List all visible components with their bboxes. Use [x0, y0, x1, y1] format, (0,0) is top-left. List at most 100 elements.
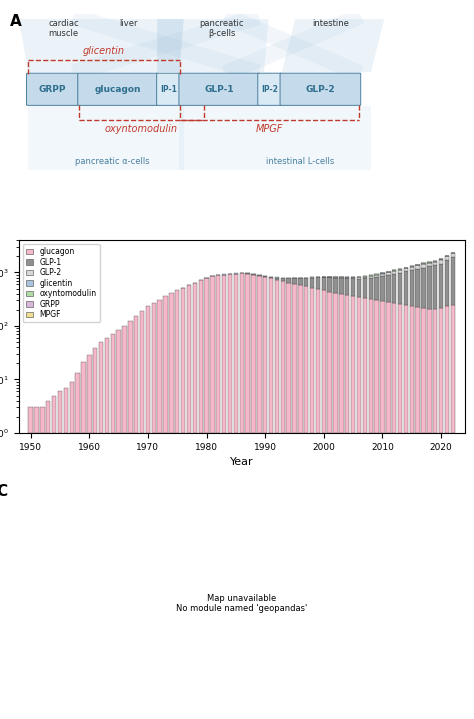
Text: glucagon: glucagon: [95, 85, 141, 93]
Bar: [380, 274, 384, 276]
Bar: [410, 270, 414, 306]
X-axis label: Year: Year: [230, 457, 254, 467]
Bar: [152, 303, 156, 433]
Bar: [52, 395, 56, 433]
Bar: [257, 275, 262, 276]
Bar: [128, 321, 133, 433]
Text: IP-2: IP-2: [261, 85, 278, 93]
Bar: [286, 278, 291, 283]
Text: oxyntomodulin: oxyntomodulin: [105, 124, 178, 134]
Text: A: A: [10, 14, 22, 29]
Bar: [445, 260, 449, 306]
Bar: [445, 257, 449, 260]
Polygon shape: [282, 19, 384, 72]
Bar: [363, 277, 367, 278]
Bar: [28, 408, 33, 433]
Bar: [275, 280, 279, 433]
Bar: [451, 253, 455, 257]
Bar: [169, 293, 173, 433]
Bar: [257, 276, 262, 433]
Bar: [46, 400, 50, 433]
Bar: [275, 278, 279, 280]
Bar: [439, 260, 443, 263]
Bar: [64, 388, 68, 433]
Bar: [222, 275, 227, 433]
Bar: [398, 273, 402, 304]
Bar: [164, 296, 168, 433]
Bar: [228, 275, 232, 433]
Bar: [351, 278, 356, 296]
Bar: [410, 267, 414, 270]
Polygon shape: [157, 19, 184, 72]
Bar: [263, 277, 267, 433]
Polygon shape: [19, 19, 157, 72]
FancyBboxPatch shape: [280, 73, 361, 106]
Bar: [286, 283, 291, 433]
Text: intestine: intestine: [312, 19, 349, 28]
Bar: [339, 278, 344, 294]
Bar: [421, 264, 426, 267]
Bar: [357, 278, 361, 297]
Bar: [404, 305, 408, 433]
FancyBboxPatch shape: [78, 73, 158, 106]
Bar: [239, 273, 244, 433]
Bar: [380, 301, 384, 433]
Bar: [199, 280, 203, 433]
Bar: [70, 382, 74, 433]
FancyBboxPatch shape: [258, 73, 282, 106]
Bar: [380, 276, 384, 301]
Bar: [316, 289, 320, 433]
Polygon shape: [179, 19, 268, 72]
Bar: [415, 307, 420, 433]
Bar: [117, 330, 121, 433]
Bar: [304, 286, 309, 433]
Bar: [451, 257, 455, 305]
Bar: [415, 269, 420, 307]
Bar: [269, 278, 273, 433]
Bar: [439, 263, 443, 308]
Bar: [281, 281, 285, 433]
Polygon shape: [179, 106, 371, 170]
Text: GLP-1: GLP-1: [204, 85, 234, 93]
Text: cardiac
muscle: cardiac muscle: [48, 19, 79, 38]
Bar: [140, 311, 144, 433]
Text: C: C: [0, 484, 8, 499]
Bar: [404, 271, 408, 305]
Bar: [445, 306, 449, 433]
Bar: [204, 278, 209, 433]
Bar: [99, 342, 103, 433]
Bar: [216, 275, 220, 433]
Bar: [322, 278, 326, 290]
Bar: [433, 262, 438, 265]
Bar: [351, 296, 356, 433]
Bar: [333, 293, 338, 433]
Bar: [210, 276, 215, 433]
FancyBboxPatch shape: [179, 73, 260, 106]
Bar: [427, 267, 431, 308]
Bar: [251, 275, 255, 433]
Bar: [292, 284, 297, 433]
Bar: [392, 274, 396, 303]
Bar: [374, 300, 379, 433]
Bar: [368, 278, 373, 299]
Bar: [410, 306, 414, 433]
Bar: [246, 274, 250, 433]
Bar: [292, 278, 297, 284]
Bar: [363, 278, 367, 298]
Bar: [433, 265, 438, 309]
Bar: [339, 294, 344, 433]
Bar: [298, 285, 302, 433]
Bar: [357, 297, 361, 433]
Bar: [433, 309, 438, 433]
Bar: [187, 285, 191, 433]
Text: pancreatic α-cells: pancreatic α-cells: [75, 157, 150, 166]
Bar: [386, 273, 391, 275]
Bar: [181, 288, 185, 433]
Bar: [40, 408, 45, 433]
Text: glicentin: glicentin: [83, 46, 125, 56]
Bar: [34, 408, 39, 433]
FancyBboxPatch shape: [156, 73, 181, 106]
Bar: [175, 290, 180, 433]
Bar: [392, 303, 396, 433]
Text: IP-1: IP-1: [160, 85, 177, 93]
